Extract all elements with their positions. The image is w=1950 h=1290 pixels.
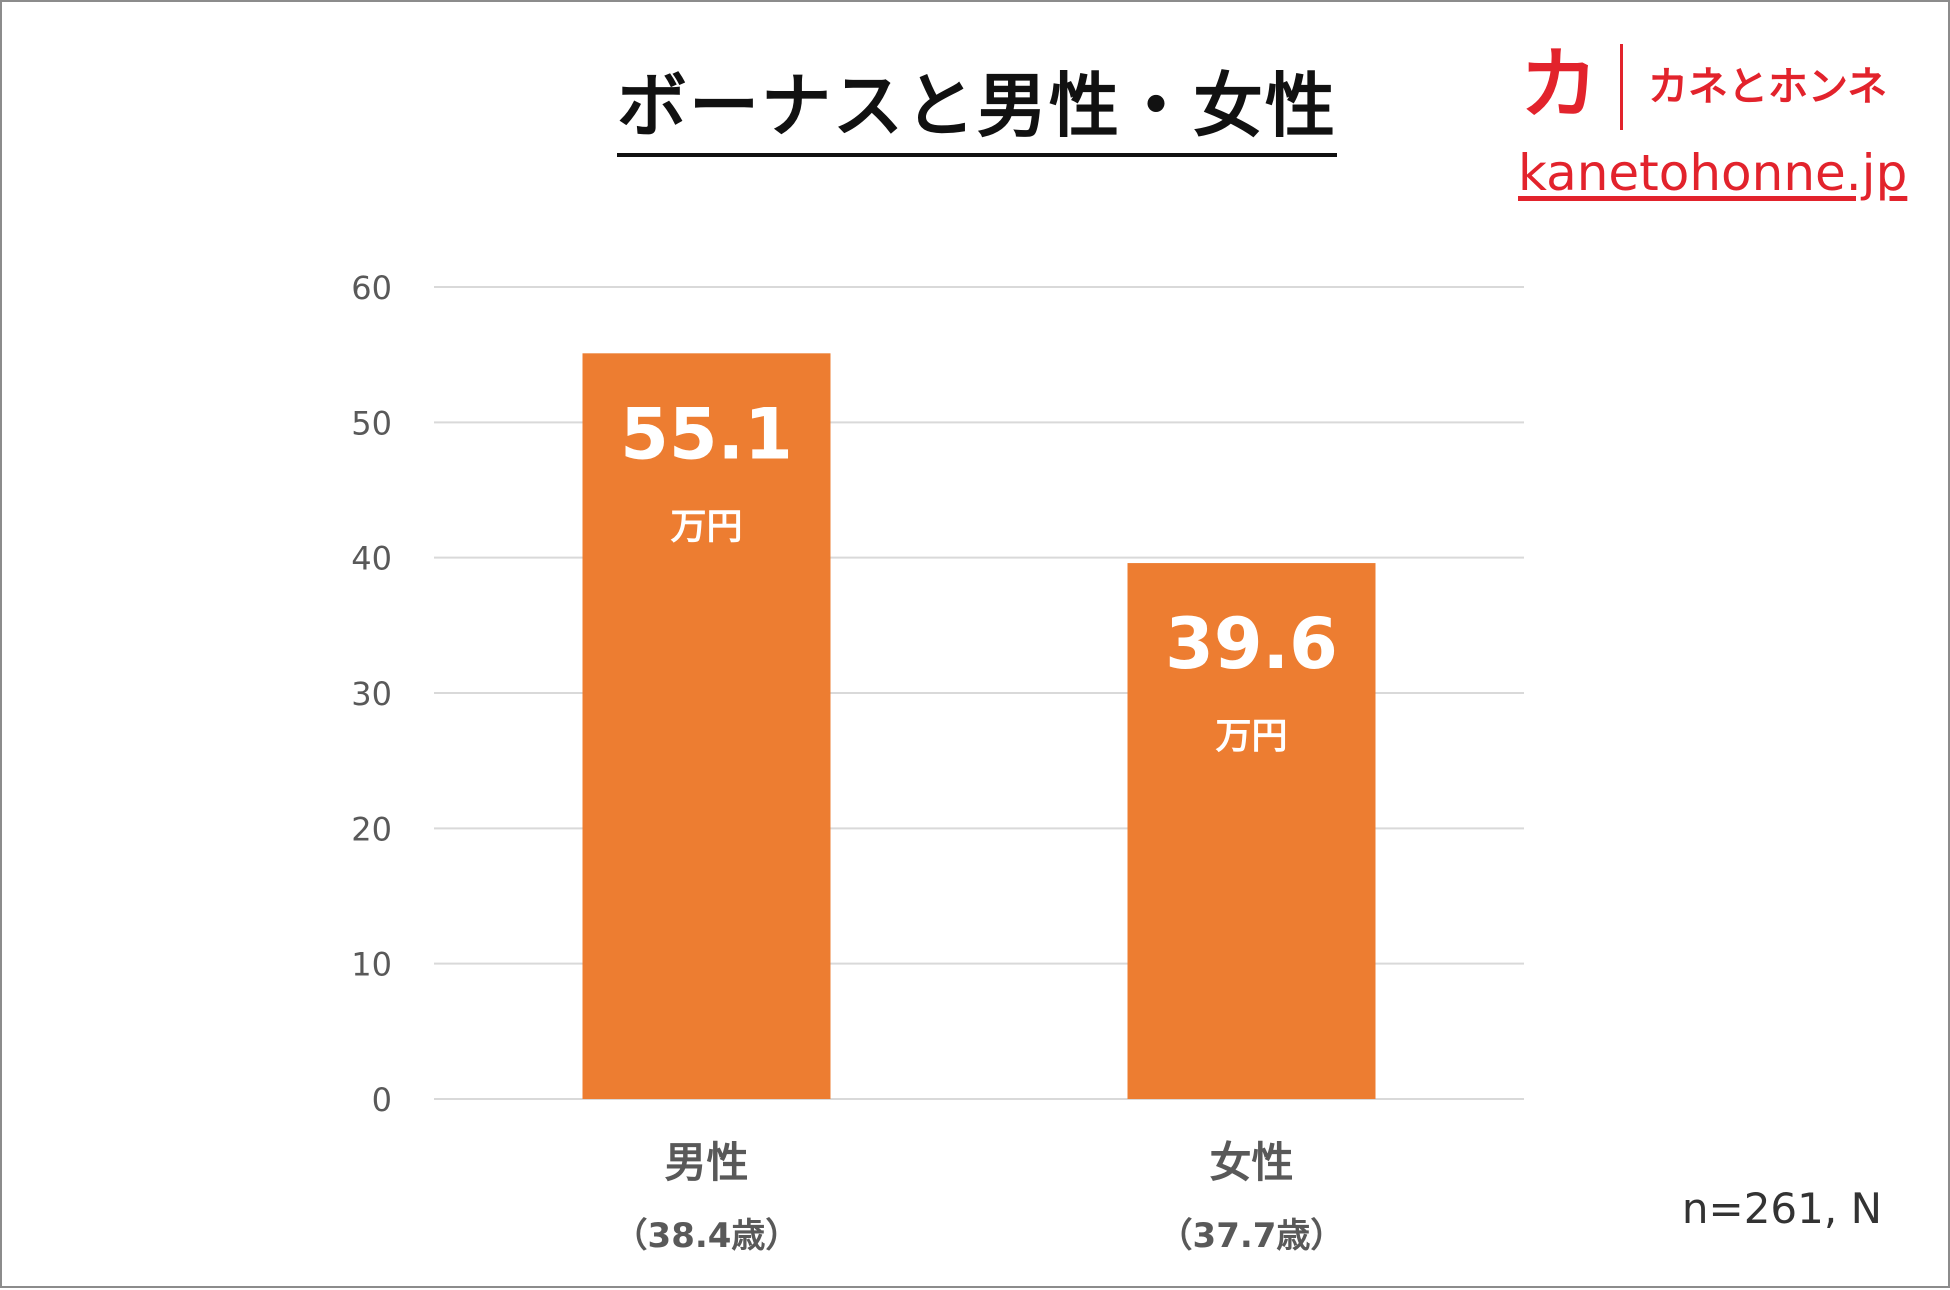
x-category-sublabel: （37.7歳） [1159,1216,1345,1256]
chart-title-text: ボーナスと男性・女性 [617,50,1337,157]
y-tick-label: 10 [351,946,392,984]
y-tick-label: 60 [351,269,392,307]
y-tick-label: 40 [351,540,392,578]
brand-logo: カ カネとホンネ [1520,40,1920,132]
y-axis-ticks: 0 10 20 30 40 50 60 [351,269,392,1119]
x-category-label: 女性 [1209,1138,1293,1187]
data-label-value: 39.6 [1165,603,1338,685]
data-label-unit: 万円 [1215,716,1287,757]
bar [1127,563,1376,1099]
brand-divider [1620,44,1623,130]
y-tick-label: 50 [351,404,392,442]
x-category-label: 男性 [664,1138,748,1187]
y-tick-label: 0 [372,1081,392,1119]
data-labels: 55.1 万円 39.6 万円 [620,393,1338,757]
bars [582,353,1376,1099]
data-label-unit: 万円 [670,506,742,547]
brand-mark-icon: カ [1520,40,1599,130]
chart-title: ボーナスと男性・女性 [2,50,1950,157]
y-tick-label: 30 [351,675,392,713]
data-label-value: 55.1 [620,393,793,475]
x-axis-categories: 男性 （38.4歳） 女性 （37.7歳） [614,1138,1345,1256]
bar [582,353,831,1099]
site-url-link[interactable]: kanetohonne.jp [1518,144,1908,202]
y-tick-label: 20 [351,810,392,848]
brand-name: カネとホンネ [1648,64,1888,110]
x-category-sublabel: （38.4歳） [614,1216,800,1256]
sample-size-note: n=261, N [1681,1184,1882,1233]
